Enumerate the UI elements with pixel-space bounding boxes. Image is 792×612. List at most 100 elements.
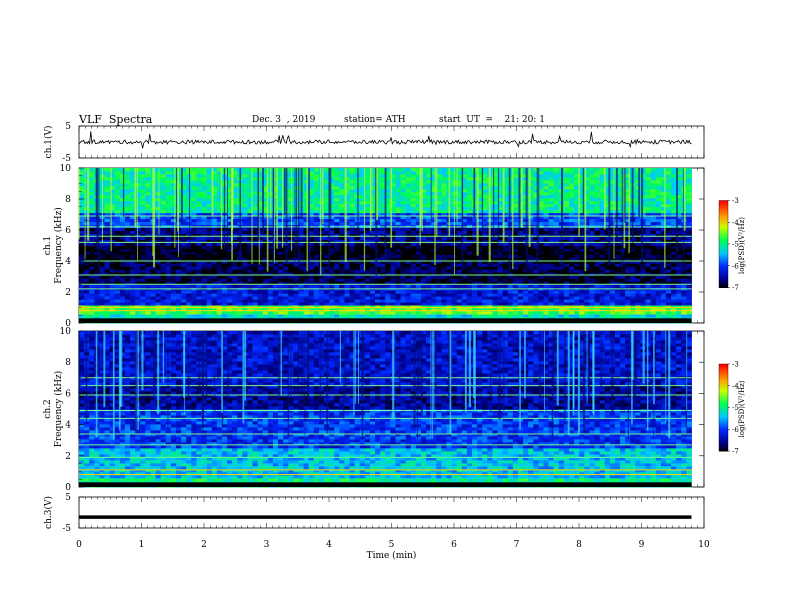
colorbar-cell [719, 436, 728, 439]
colorbar-cell [719, 390, 728, 393]
colorbar-tick-label: -7 [732, 284, 739, 292]
y-tick-label: 10 [60, 164, 72, 174]
colorbar-cell [719, 437, 728, 440]
colorbar-cell [719, 284, 728, 287]
colorbar-cell [719, 249, 728, 252]
colorbar-cell [719, 267, 728, 270]
colorbar-tick-label: -5 [732, 404, 739, 412]
date-label: Dec. 3 , 2019 [252, 115, 316, 125]
colorbar-cell [719, 275, 728, 278]
colorbar-cell [719, 278, 728, 281]
colorbar-cell [719, 414, 728, 417]
colorbar-cell [719, 366, 728, 369]
colorbar-cell [719, 382, 728, 385]
colorbar-cell [719, 407, 728, 410]
colorbar-tick-label: -4 [732, 219, 739, 227]
colorbar-cell [719, 422, 728, 424]
colorbar-cell [719, 286, 728, 288]
colorbar-cell [719, 397, 728, 400]
colorbar-label: log(PSD)(V²/Hz) [738, 217, 746, 274]
colorbar-cell [719, 377, 728, 379]
colorbar-cell [719, 400, 728, 403]
colorbar-cell [719, 258, 728, 261]
colorbar-cell [719, 446, 728, 449]
x-tick-label: 0 [76, 540, 82, 550]
colorbar-cell [719, 430, 728, 433]
colorbar-cell [719, 408, 728, 411]
x-tick-label: 2 [201, 540, 207, 550]
colorbar-cell [719, 261, 728, 264]
colorbar-cell [719, 245, 728, 248]
colorbar-cell [719, 238, 728, 241]
y-tick-label: 6 [65, 226, 71, 236]
colorbar-tick-label: -6 [732, 426, 739, 434]
colorbar-cell [719, 426, 728, 429]
colorbar-cell [719, 372, 728, 375]
colorbar-cell [719, 265, 728, 268]
colorbar-cell [719, 364, 728, 366]
colorbar-cell [719, 283, 728, 286]
colorbar-cell [719, 449, 728, 452]
colorbar-cell [719, 442, 728, 445]
colorbar-cell [719, 432, 728, 435]
colorbar-cell [719, 220, 728, 223]
colorbar-cell [719, 219, 728, 222]
y-axis-label: Frequency (kHz) [53, 207, 64, 284]
colorbar-cell [719, 369, 728, 372]
colorbar-cell [719, 268, 728, 271]
y-tick-label: -5 [62, 524, 71, 534]
colorbar-tick-label: -3 [732, 361, 739, 369]
colorbar-cell [719, 439, 728, 442]
colorbar-cell [719, 381, 728, 384]
x-tick-label: 9 [639, 540, 645, 550]
colorbar-cell [719, 242, 728, 245]
colorbar-cell [719, 271, 728, 274]
colorbar-cell [719, 204, 728, 207]
y-tick-label: 4 [65, 257, 71, 267]
colorbar-cell [719, 435, 728, 437]
colorbar-cell [719, 252, 728, 255]
colorbar-cell [719, 410, 728, 413]
y-tick-label: -5 [62, 154, 71, 164]
colorbar-cell [719, 404, 728, 407]
x-tick-label: 7 [514, 540, 520, 550]
y-tick-label: 5 [65, 493, 71, 503]
y-axis-label: Frequency (kHz) [53, 371, 64, 448]
colorbar-cell [719, 443, 728, 446]
station-label: station= ATH [344, 115, 406, 125]
colorbar-cell [719, 384, 728, 387]
colorbar-cell [719, 207, 728, 210]
y-tick-label: 5 [65, 122, 71, 132]
spectrogram-ch1 [78, 168, 692, 324]
x-tick-label: 3 [264, 540, 270, 550]
colorbar-cell [719, 433, 728, 436]
y-tick-label: 6 [65, 389, 71, 399]
colorbar-cell [719, 445, 728, 448]
x-tick-label: 5 [389, 540, 395, 550]
colorbar-cell [719, 213, 728, 216]
colorbar-cell [719, 403, 728, 406]
y-tick-label: 0 [65, 483, 71, 493]
colorbar-cell [719, 254, 728, 257]
y-axis-label: ch.2 [43, 399, 53, 418]
colorbar-cell [719, 420, 728, 423]
colorbar-cell [719, 427, 728, 430]
x-tick-label: 10 [698, 540, 710, 550]
x-axis-label: Time (min) [367, 550, 417, 561]
colorbar-tick-label: -6 [732, 262, 739, 270]
colorbar-cell [719, 371, 728, 374]
colorbar-cell [719, 424, 728, 427]
colorbar-cell [719, 230, 728, 233]
y-tick-label: 0 [65, 319, 71, 329]
spectrogram-ch2 [78, 331, 692, 488]
chart-title: VLF Spectra [79, 113, 153, 126]
colorbar-cell [719, 222, 728, 225]
colorbar-cell [719, 233, 728, 236]
colorbar-cell [719, 419, 728, 422]
colorbar-tick-label: -3 [732, 197, 739, 205]
y-axis-label: ch.3(V) [43, 496, 54, 529]
colorbar-cell [719, 201, 728, 204]
colorbar-cell [719, 235, 728, 238]
